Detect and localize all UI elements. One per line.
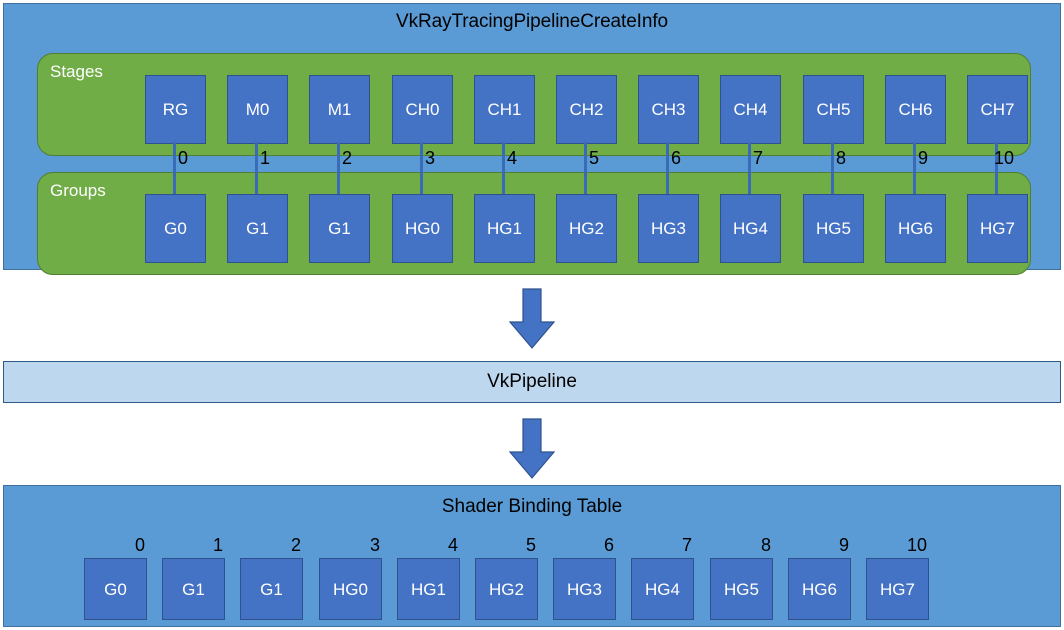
stage-group-index: 0 (178, 148, 189, 168)
stage-group-connector (420, 142, 423, 194)
group-cell: HG0 (392, 194, 453, 263)
sbt-index: 4 (447, 535, 458, 555)
stage-cell: CH5 (803, 75, 864, 144)
group-cell: HG2 (556, 194, 617, 263)
sbt-cell: HG6 (788, 558, 851, 620)
group-cell: G1 (227, 194, 288, 263)
down-arrow-createinfo-to-pipeline (509, 288, 555, 349)
sbt-index: 2 (290, 535, 301, 555)
stage-cell: CH4 (720, 75, 781, 144)
stage-cell: CH1 (474, 75, 535, 144)
sbt-cell: HG2 (475, 558, 538, 620)
sbt-index: 9 (838, 535, 849, 555)
stage-cell: M1 (309, 75, 370, 144)
group-cell: HG7 (967, 194, 1028, 263)
stage-group-connector (255, 142, 258, 194)
stage-group-connector (584, 142, 587, 194)
stage-cell: CH2 (556, 75, 617, 144)
sbt-cell: HG1 (397, 558, 460, 620)
group-cell: G0 (145, 194, 206, 263)
stage-group-connector (913, 142, 916, 194)
sbt-cell: G0 (84, 558, 147, 620)
sbt-index: 10 (906, 535, 927, 555)
sbt-cell: HG4 (631, 558, 694, 620)
group-cell: G1 (309, 194, 370, 263)
stage-group-index: 6 (671, 148, 682, 168)
sbt-index: 5 (525, 535, 536, 555)
sbt-cell: HG7 (866, 558, 929, 620)
stage-group-connector (748, 142, 751, 194)
sbt-index: 0 (134, 535, 145, 555)
stage-cell: CH6 (885, 75, 946, 144)
stage-group-index: 8 (836, 148, 847, 168)
sbt-index: 7 (681, 535, 692, 555)
sbt-index: 3 (369, 535, 380, 555)
stage-cell: CH0 (392, 75, 453, 144)
stage-group-connector (337, 142, 340, 194)
group-cell: HG6 (885, 194, 946, 263)
stage-cell: RG (145, 75, 206, 144)
vk-pipeline-bar: VkPipeline (3, 361, 1061, 403)
sbt-index: 1 (212, 535, 223, 555)
groups-label: Groups (50, 181, 106, 200)
stage-group-index: 1 (260, 148, 271, 168)
stage-group-connector (995, 142, 998, 194)
stage-group-index: 10 (994, 148, 1015, 168)
stage-group-connector (173, 142, 176, 194)
sbt-cell: HG0 (319, 558, 382, 620)
create-info-title: VkRayTracingPipelineCreateInfo (396, 11, 668, 32)
group-cell: HG3 (638, 194, 699, 263)
group-cell: HG1 (474, 194, 535, 263)
group-cell: HG4 (720, 194, 781, 263)
sbt-cell: HG5 (710, 558, 773, 620)
sbt-index: 6 (603, 535, 614, 555)
stages-label: Stages (50, 62, 103, 81)
shader-binding-table-title: Shader Binding Table (441, 496, 623, 517)
stage-cell: M0 (227, 75, 288, 144)
create-info-panel: VkRayTracingPipelineCreateInfo Stages Gr… (3, 3, 1061, 275)
vk-pipeline-label: VkPipeline (487, 371, 577, 392)
stage-group-connector (502, 142, 505, 194)
group-cell: HG5 (803, 194, 864, 263)
sbt-cell: HG3 (553, 558, 616, 620)
stage-cell: CH3 (638, 75, 699, 144)
stage-group-index: 5 (589, 148, 600, 168)
stage-group-connector (666, 142, 669, 194)
stage-group-index: 9 (918, 148, 929, 168)
stage-group-index: 3 (425, 148, 436, 168)
stage-cell: CH7 (967, 75, 1028, 144)
down-arrow-pipeline-to-sbt (509, 418, 555, 479)
shader-binding-table-panel: Shader Binding Table 0 G0 1 G1 2 G1 3 HG0 4 HG1 5 H… (3, 485, 1061, 627)
sbt-cell: G1 (162, 558, 225, 620)
stage-group-index: 2 (342, 148, 353, 168)
sbt-index: 8 (760, 535, 771, 555)
stage-group-index: 4 (507, 148, 518, 168)
stage-group-index: 7 (753, 148, 764, 168)
sbt-cell: G1 (240, 558, 303, 620)
stage-group-connector (831, 142, 834, 194)
